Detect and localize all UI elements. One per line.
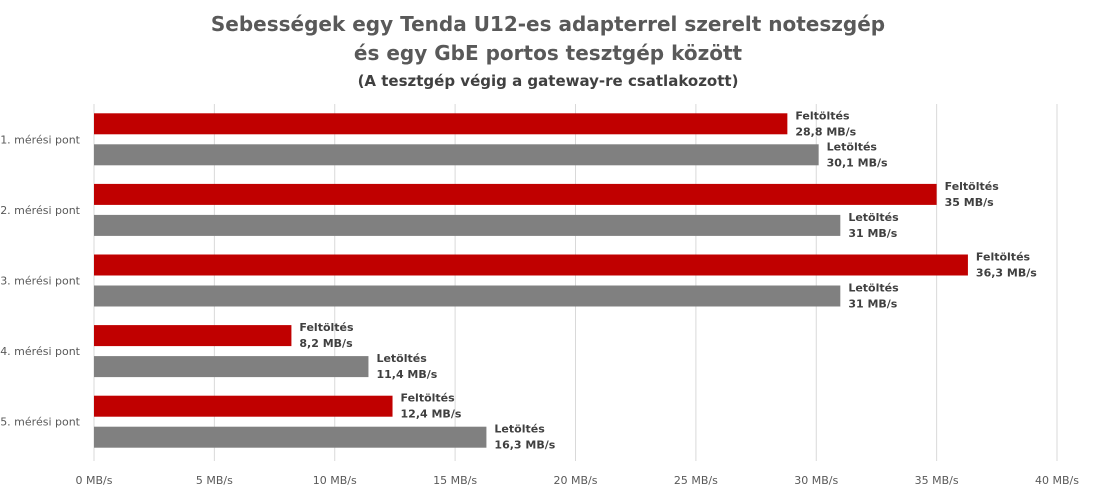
bar-letoltes [94, 356, 369, 378]
bar-feltoltes [94, 254, 968, 276]
x-tick-label: 5 MB/s [196, 474, 233, 487]
data-label-series: Feltöltés [401, 392, 456, 405]
x-tick-label: 35 MB/s [915, 474, 959, 487]
bar-letoltes [94, 285, 841, 307]
chart-title-line1: Sebességek egy Tenda U12-es adapterrel s… [210, 12, 886, 36]
data-label-value: 16,3 MB/s [494, 439, 555, 452]
x-tick-label: 0 MB/s [76, 474, 113, 487]
x-tick-label: 10 MB/s [313, 474, 357, 487]
data-label-series: Letöltés [376, 352, 427, 365]
data-label-value: 36,3 MB/s [976, 267, 1037, 280]
data-label-value: 31 MB/s [848, 298, 897, 311]
data-label-series: Feltöltés [299, 321, 354, 334]
bar-feltoltes [94, 395, 393, 417]
data-label-series: Feltöltés [945, 180, 1000, 193]
data-label-value: 35 MB/s [945, 196, 994, 209]
x-tick-label: 20 MB/s [554, 474, 598, 487]
chart-subtitle: (A tesztgép végig a gateway-re csatlakoz… [357, 72, 739, 90]
data-label-value: 12,4 MB/s [401, 408, 462, 421]
data-label-value: 31 MB/s [848, 227, 897, 240]
x-tick-label: 25 MB/s [674, 474, 718, 487]
category-label: 4. mérési pont [0, 345, 80, 358]
category-label: 2. mérési pont [0, 204, 80, 217]
bar-feltoltes [94, 325, 292, 347]
data-label-value: 28,8 MB/s [795, 125, 856, 138]
data-label-series: Letöltés [848, 282, 899, 295]
x-tick-label: 15 MB/s [433, 474, 477, 487]
data-label-value: 30,1 MB/s [827, 156, 888, 169]
data-label-series: Letöltés [827, 140, 878, 153]
bar-letoltes [94, 214, 841, 236]
bar-feltoltes [94, 183, 937, 205]
bar-letoltes [94, 426, 487, 448]
category-label: 1. mérési pont [0, 133, 80, 146]
bar-letoltes [94, 144, 819, 166]
category-label: 3. mérési pont [0, 275, 80, 288]
x-tick-label: 40 MB/s [1035, 474, 1079, 487]
category-label: 5. mérési pont [0, 416, 80, 429]
data-label-series: Feltöltés [976, 251, 1031, 264]
data-label-series: Feltöltés [795, 109, 850, 122]
bar-feltoltes [94, 113, 788, 135]
data-label-series: Letöltés [848, 211, 899, 224]
data-label-value: 8,2 MB/s [299, 337, 353, 350]
chart-title-line2: és egy GbE portos tesztgép között [353, 41, 743, 65]
x-tick-label: 30 MB/s [794, 474, 838, 487]
data-label-value: 11,4 MB/s [376, 368, 437, 381]
data-label-series: Letöltés [494, 423, 545, 436]
